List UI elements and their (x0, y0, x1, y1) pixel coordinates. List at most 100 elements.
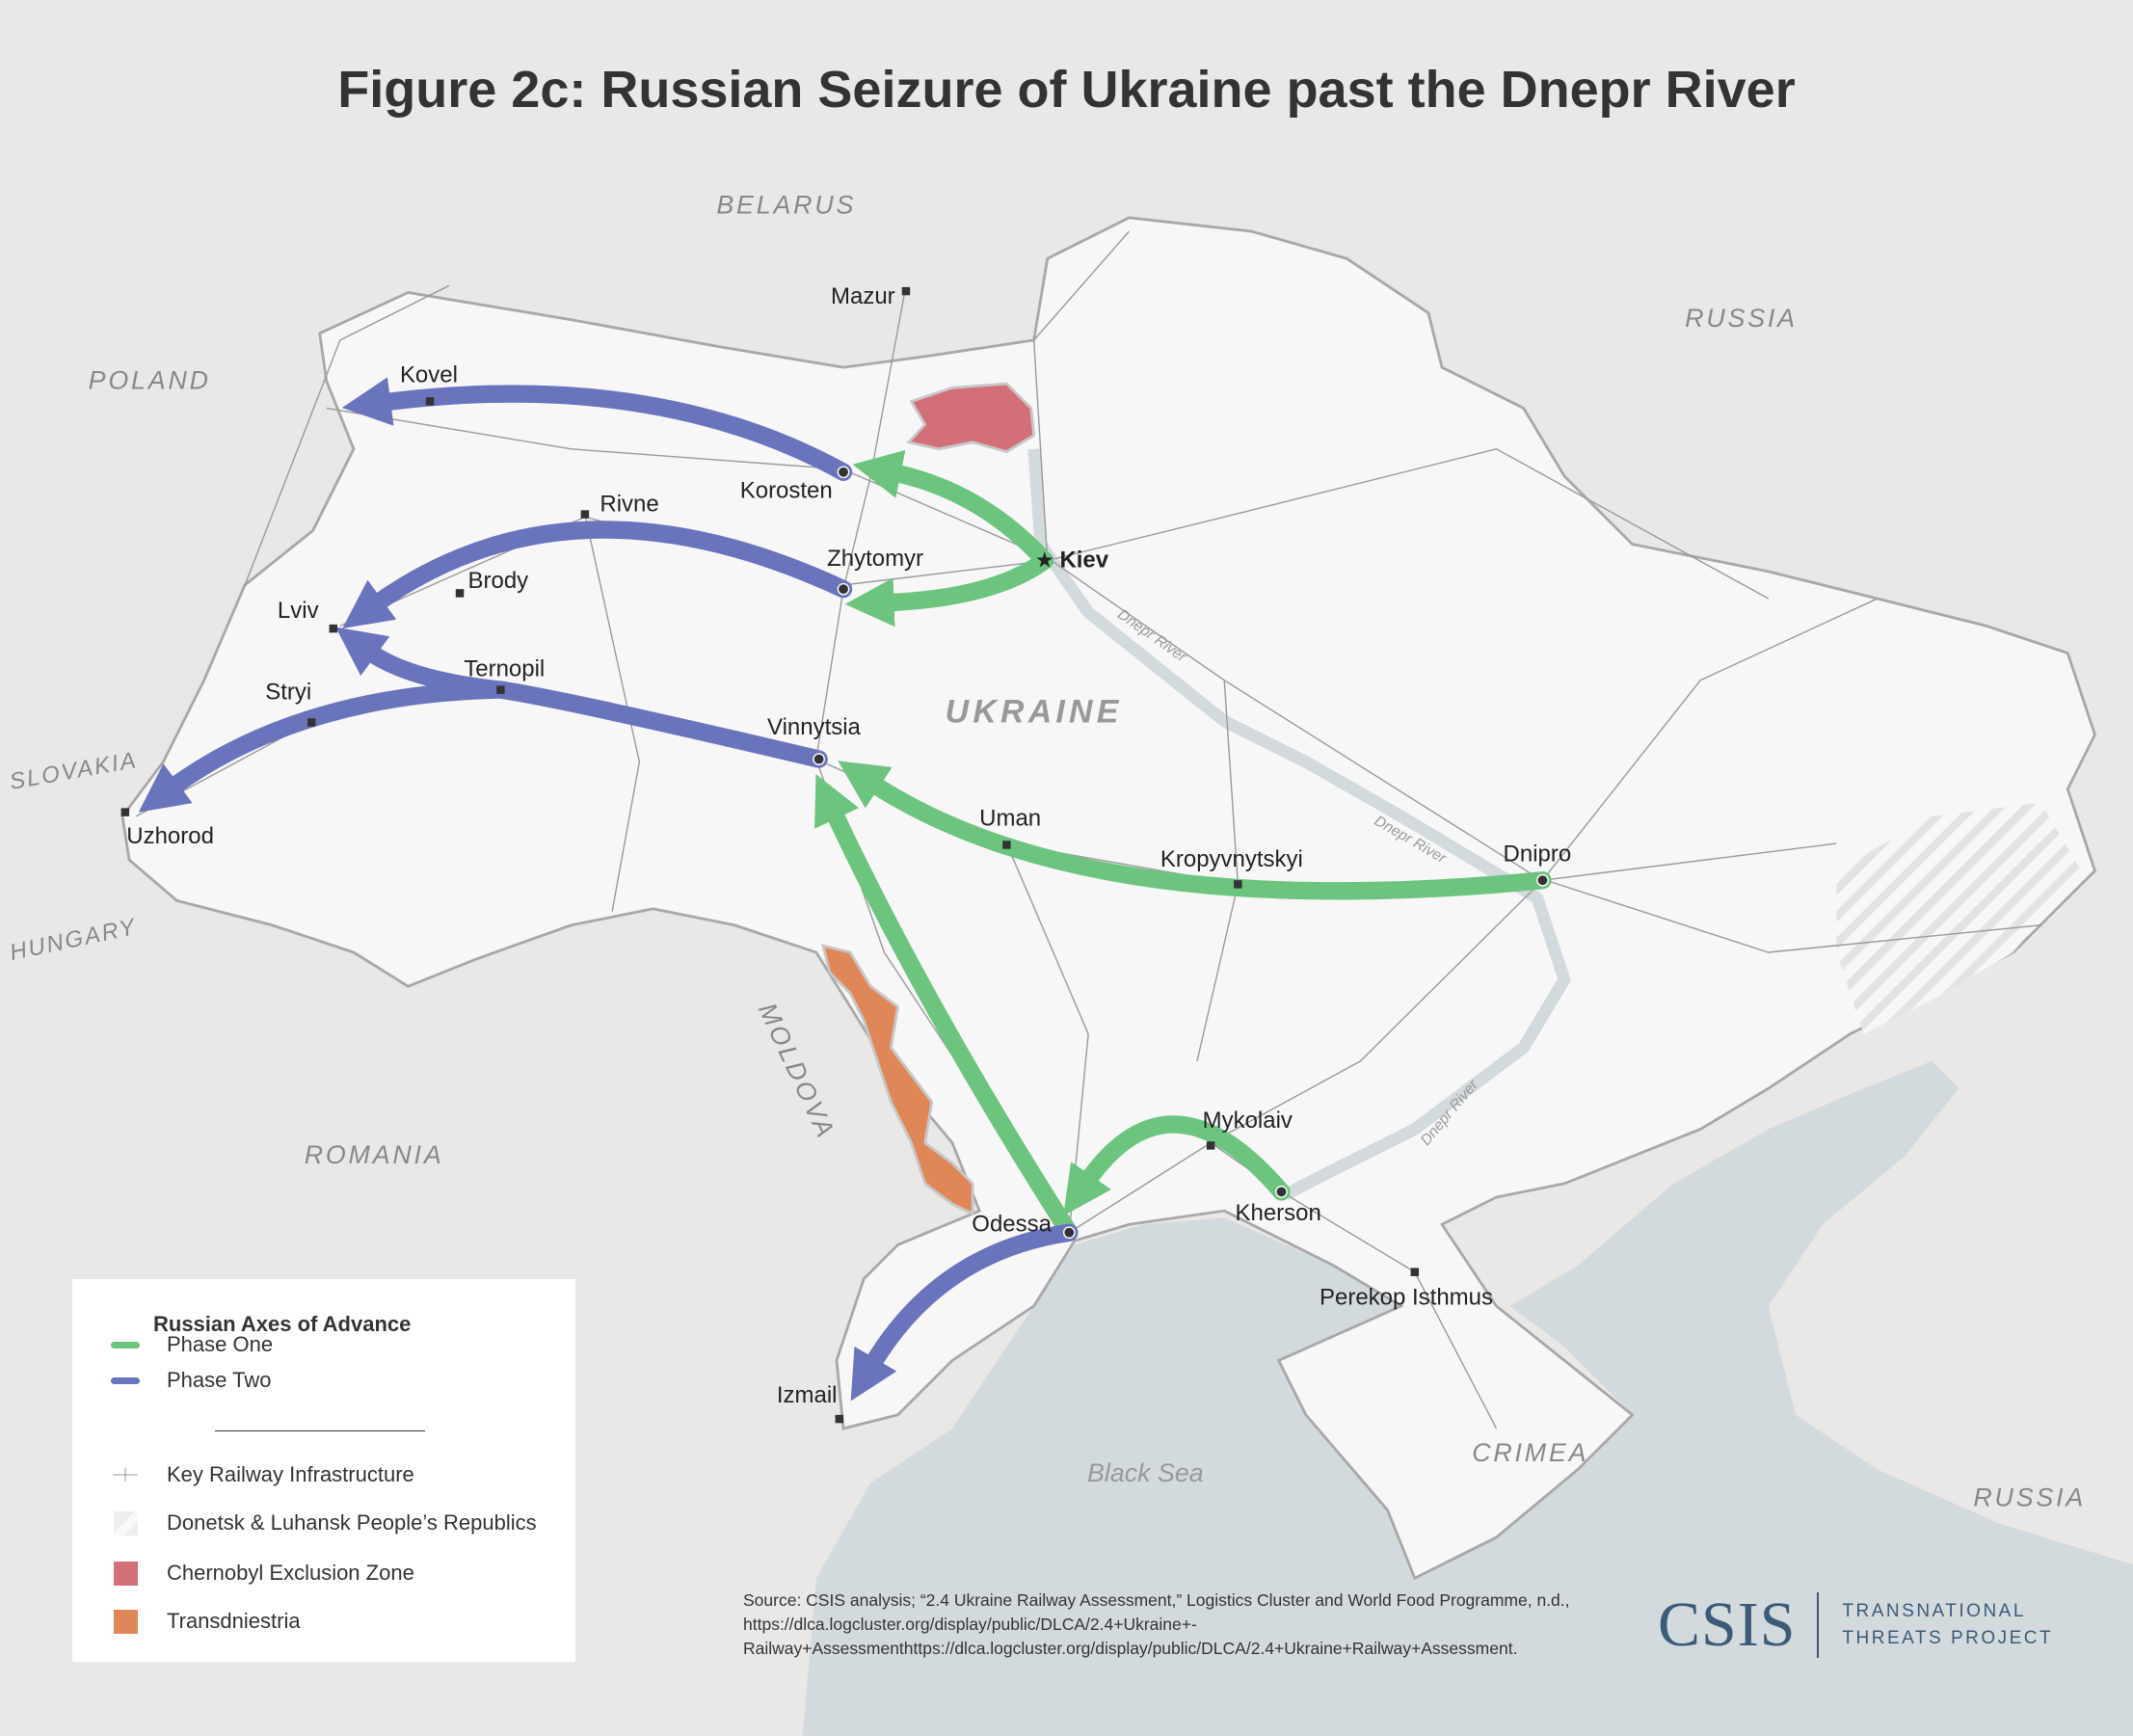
arrow-phase-two-odessa-to-izmail (850, 1223, 1079, 1402)
red-swatch-icon (113, 1561, 138, 1586)
dnepr-river (1027, 448, 1571, 1200)
city-zhytomyr: Zhytomyr (827, 546, 923, 596)
legend-transdniestria: Transdniestria (111, 1609, 301, 1634)
city-marker-icon (455, 589, 465, 598)
city-label: Uzhorod (126, 823, 214, 849)
city-marker-icon (837, 582, 850, 596)
city-vinnytsia: Vinnytsia (767, 714, 862, 765)
hatch-swatch-icon (113, 1510, 138, 1536)
legend-railway: Key Railway Infrastructure (111, 1462, 414, 1487)
legend-divider (215, 1430, 425, 1431)
city-label: Ternopil (464, 655, 545, 681)
city-marker-icon (329, 624, 338, 633)
city-kherson: Kherson (1236, 1186, 1321, 1226)
railway-line (244, 284, 450, 586)
city-perekop: Perekop Isthmus (1320, 1268, 1493, 1311)
label-belarus: BELARUS (716, 191, 856, 220)
railway-line (815, 292, 906, 760)
railway-line (584, 514, 641, 912)
city-marker-icon (307, 718, 316, 727)
city-label: Kiev (1059, 548, 1108, 574)
city-label: Kropyvnytskyi (1160, 846, 1303, 872)
city-marker-icon (425, 397, 435, 406)
city-mazur: Mazur (831, 283, 911, 309)
city-label: Rivne (600, 492, 658, 518)
label-poland: POLAND (89, 366, 211, 395)
logo-org: CSIS (1658, 1589, 1797, 1660)
map-title: Figure 2c: Russian Seizure of Ukraine pa… (337, 61, 1796, 119)
city-label: Vinnytsia (767, 714, 862, 740)
railway-cross-icon (111, 1462, 140, 1487)
city-label: Dnipro (1504, 841, 1572, 867)
city-marker-icon (901, 286, 911, 296)
arrow-phase-two-vinnytsia-to-lviv (335, 627, 828, 768)
city-label: Kherson (1236, 1200, 1321, 1226)
legend-dlpr: Donetsk & Luhansk People’s Republics (111, 1510, 537, 1536)
city-marker-icon (120, 808, 130, 816)
legend-chernobyl: Chernobyl Exclusion Zone (111, 1561, 414, 1586)
legend-phase-two: Phase Two (111, 1368, 271, 1393)
chernobyl-exclusion-zone (906, 382, 1036, 454)
blue-line-icon (111, 1376, 140, 1384)
legend-heading: Russian Axes of Advance (153, 1312, 412, 1336)
city-izmail: Izmail (777, 1382, 844, 1424)
legend-label: Phase Two (167, 1368, 272, 1392)
city-lviv: Lviv (278, 598, 338, 633)
city-kiev: ★ Kiev (1035, 548, 1109, 574)
city-marker-icon (1206, 1141, 1215, 1150)
arrow-phase-one-kiev-to-korosten (852, 449, 1054, 570)
legend-label: Key Railway Infrastructure (167, 1462, 414, 1486)
city-korosten: Korosten (740, 466, 850, 504)
label-romania: ROMANIA (305, 1140, 444, 1169)
city-label: Zhytomyr (827, 546, 923, 572)
city-marker-icon (1275, 1186, 1288, 1198)
label-russia-south: RUSSIA (1973, 1482, 2086, 1511)
city-label: Perekop Isthmus (1320, 1285, 1493, 1311)
capital-star-icon: ★ (1035, 548, 1054, 573)
city-label: Lviv (278, 598, 319, 624)
railway-line (1032, 230, 1130, 561)
arrow-phase-two-korosten-to-kovel (341, 377, 853, 481)
ukraine-territory (120, 216, 2097, 1581)
csis-logo: CSIS TRANSNATIONAL THREATS PROJECT (1658, 1589, 2053, 1660)
city-kropyvnytskyi: Kropyvnytskyi (1160, 846, 1303, 889)
city-ternopil: Ternopil (464, 655, 545, 694)
city-label: Korosten (740, 478, 833, 504)
city-rivne: Rivne (580, 492, 659, 519)
city-brody: Brody (455, 568, 528, 598)
black-sea-water (802, 1060, 2133, 1736)
city-uman: Uman (979, 806, 1041, 849)
label-crimea: CRIMEA (1472, 1438, 1588, 1467)
legend-label: Phase One (167, 1332, 274, 1356)
railway-line (1541, 598, 1878, 881)
city-marker-icon (1062, 1226, 1076, 1240)
green-line-icon (111, 1341, 140, 1349)
city-label: Mazur (831, 283, 895, 309)
legend-label: Donetsk & Luhansk People’s Republics (167, 1510, 537, 1535)
city-marker-icon (1002, 841, 1011, 849)
city-marker-icon (813, 753, 825, 765)
arrow-phase-one-kherson-to-odessa (1063, 1115, 1291, 1216)
city-label: Odessa (972, 1211, 1052, 1237)
city-label: Stryi (265, 679, 311, 705)
city-label: Mykolaiv (1203, 1108, 1293, 1134)
city-odessa: Odessa (972, 1211, 1076, 1240)
label-russia-north: RUSSIA (1685, 304, 1798, 333)
city-label: Uman (979, 806, 1041, 832)
city-mykolaiv: Mykolaiv (1203, 1108, 1293, 1150)
railway-line (326, 407, 2041, 953)
arrow-phase-two-ternopil-to-uzhorod (138, 681, 510, 813)
arrow-phase-one-dnipro-to-vinnytsia (838, 761, 1552, 900)
orange-swatch-icon (113, 1609, 138, 1634)
donetsk-luhansk-area (1836, 802, 2082, 1034)
city-label: Kovel (400, 362, 458, 388)
logo-divider (1817, 1592, 1820, 1658)
label-black-sea: Black Sea (1087, 1458, 1204, 1487)
legend-label: Transdniestria (167, 1609, 301, 1633)
city-marker-icon (837, 466, 850, 479)
arrow-phase-one-kiev-to-zhytomyr (844, 551, 1054, 628)
city-dnipro: Dnipro (1504, 841, 1572, 887)
city-uzhorod: Uzhorod (120, 808, 214, 849)
city-marker-icon (1536, 873, 1549, 887)
legend-label: Chernobyl Exclusion Zone (167, 1561, 414, 1585)
